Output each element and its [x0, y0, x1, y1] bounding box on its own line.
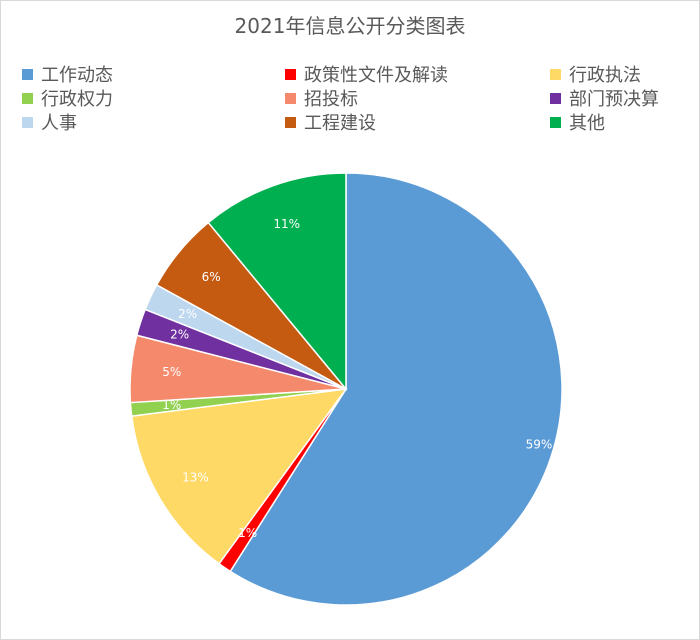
legend-label: 行政执法 — [569, 65, 641, 86]
legend-swatch — [550, 92, 561, 104]
legend-label: 人事 — [41, 113, 77, 134]
legend-item: 行政执法 — [550, 64, 641, 86]
slice-data-label: 11% — [273, 217, 300, 231]
legend-label: 部门预决算 — [569, 89, 659, 110]
legend-label: 政策性文件及解读 — [304, 65, 448, 86]
pie-slice — [229, 172, 563, 606]
legend-label: 工作动态 — [41, 65, 113, 86]
legend-swatch — [550, 116, 561, 128]
legend-swatch — [285, 68, 296, 80]
legend-item: 其他 — [550, 112, 605, 134]
legend-swatch — [22, 116, 33, 128]
slice-data-label: 1% — [238, 526, 257, 540]
legend-item: 工程建设 — [285, 112, 376, 134]
legend-swatch — [22, 68, 33, 80]
legend-swatch — [22, 92, 33, 104]
legend-item: 招投标 — [285, 88, 358, 110]
slice-data-label: 13% — [182, 471, 209, 485]
legend-swatch — [285, 92, 296, 104]
slice-data-label: 59% — [526, 438, 553, 452]
chart-title: 2021年信息公开分类图表 — [234, 14, 466, 38]
legend-label: 行政权力 — [41, 89, 113, 110]
legend-item: 行政权力 — [22, 88, 113, 110]
pie-slice — [207, 172, 347, 392]
slice-data-label: 2% — [178, 307, 197, 321]
legend-label: 其他 — [569, 113, 605, 134]
legend-item: 部门预决算 — [550, 88, 659, 110]
legend-swatch — [285, 116, 296, 128]
slice-data-label: 1% — [162, 398, 181, 412]
legend-label: 工程建设 — [304, 113, 376, 134]
slice-data-label: 2% — [170, 327, 189, 341]
legend-item: 政策性文件及解读 — [285, 64, 448, 86]
legend-item: 人事 — [22, 112, 77, 134]
pie-slice — [130, 388, 348, 565]
legend-label: 招投标 — [304, 89, 358, 110]
slice-data-label: 6% — [202, 270, 221, 284]
legend-swatch — [550, 68, 561, 80]
slice-data-label: 5% — [162, 365, 181, 379]
legend-item: 工作动态 — [22, 64, 113, 86]
